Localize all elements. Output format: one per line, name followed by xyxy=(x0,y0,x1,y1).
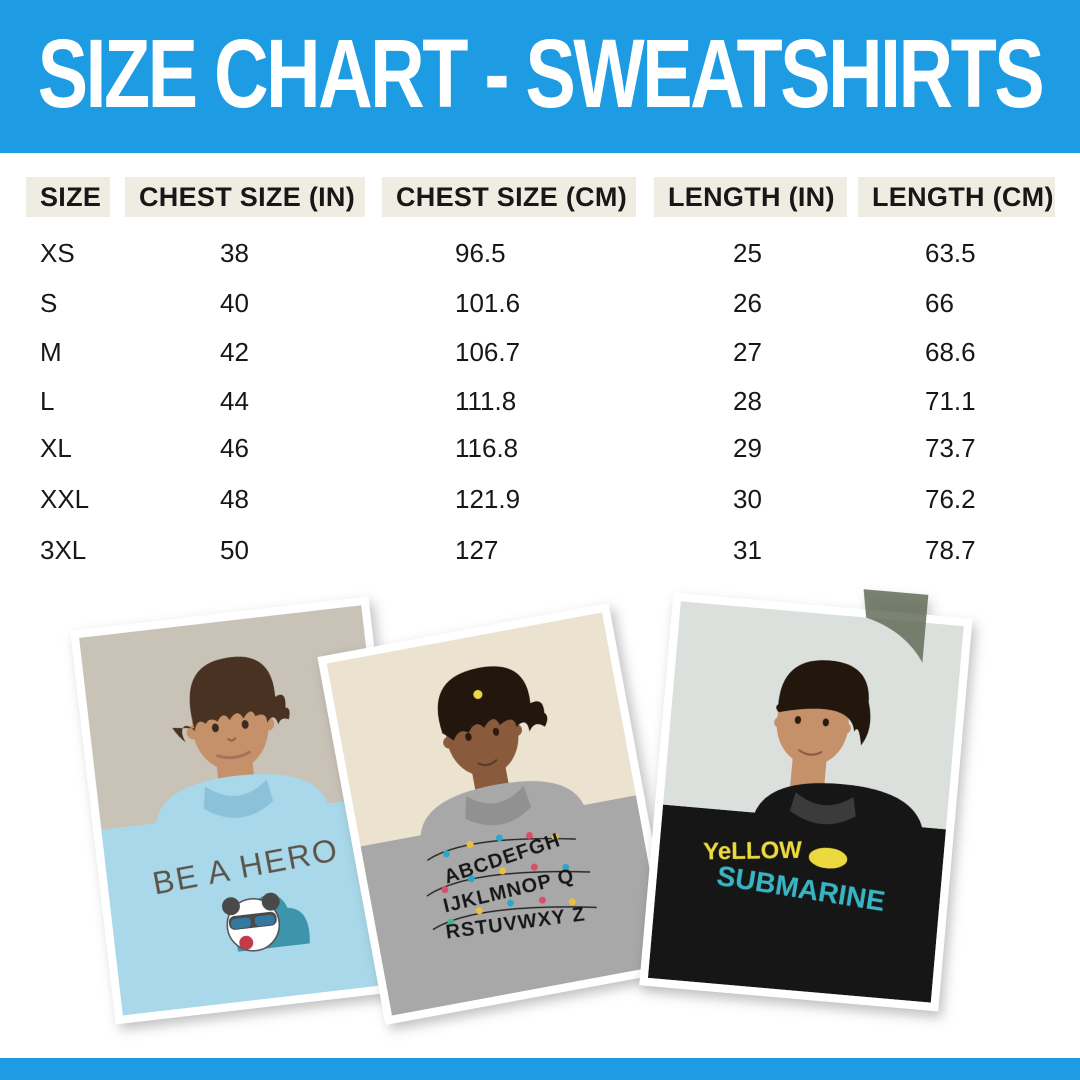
svg-text:YeLLOW: YeLLOW xyxy=(703,837,802,866)
